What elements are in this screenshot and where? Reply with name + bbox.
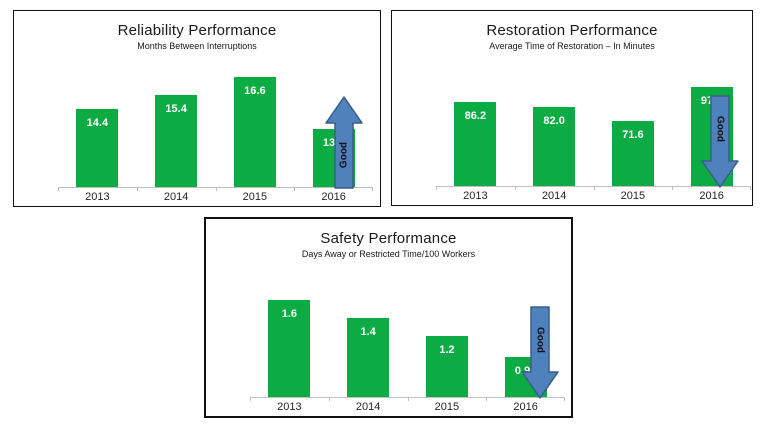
bar-2013: 86.2 xyxy=(454,102,497,186)
axis-tick xyxy=(436,186,437,190)
down-arrow-icon: Good xyxy=(701,95,739,188)
bar-2015: 16.6 xyxy=(233,77,276,187)
axis-tick xyxy=(593,186,595,190)
bar-value-label: 1.2 xyxy=(439,344,455,356)
bar-value-label: 16.6 xyxy=(244,85,266,97)
x-tick-label: 2015 xyxy=(242,191,268,203)
bar-2014: 15.4 xyxy=(155,95,198,187)
bar-value-label: 82.0 xyxy=(543,115,565,127)
bar-2014: 1.4 xyxy=(347,318,390,397)
bar-slot: 82.0 xyxy=(515,107,594,186)
axis-tick xyxy=(564,397,565,401)
x-tick-label: 2013 xyxy=(277,401,302,413)
good-arrow-label: Good xyxy=(339,142,350,168)
x-tick-label: 2014 xyxy=(163,191,189,203)
x-tick-label: 2014 xyxy=(355,401,381,413)
bar-slot: 1.6 xyxy=(250,300,329,397)
bar-value-label: 1.6 xyxy=(281,308,298,320)
x-tick-label: 2016 xyxy=(321,191,346,203)
axis-tick xyxy=(672,186,674,190)
x-tick-label: 2016 xyxy=(513,401,538,413)
chart-title: Safety Performance xyxy=(320,230,457,247)
chart-title: Restoration Performance xyxy=(486,22,658,39)
bar-2013: 1.6 xyxy=(268,300,311,397)
x-tick-label: 2013 xyxy=(463,190,488,202)
bar-2015: 71.6 xyxy=(611,121,654,186)
chart-subtitle: Days Away or Restricted Time/100 Workers xyxy=(301,249,476,259)
axis-tick xyxy=(250,397,251,401)
x-tick-label: 2016 xyxy=(699,190,724,202)
x-labels: 2013 2014 2015 2016 xyxy=(436,187,751,204)
good-arrow-label: Good xyxy=(715,116,726,142)
bar-slot: 1.2 xyxy=(408,336,487,397)
good-arrow-label: Good xyxy=(535,327,546,353)
axis-tick xyxy=(486,397,488,401)
bar-value-label: 86.2 xyxy=(464,110,487,122)
bar-2014: 82.0 xyxy=(533,107,576,186)
x-tick-label: 2014 xyxy=(541,190,567,202)
bar-slot: 86.2 xyxy=(436,102,515,186)
bar-slot: 14.4 xyxy=(58,109,137,187)
bar-slot: 15.4 xyxy=(137,95,216,187)
axis-tick xyxy=(407,397,409,401)
bar-2013: 14.4 xyxy=(76,109,119,187)
bar-slot: 1.4 xyxy=(329,318,408,397)
x-tick-label: 2015 xyxy=(434,401,460,413)
up-arrow-icon: Good xyxy=(325,96,363,189)
x-tick-label: 2015 xyxy=(620,190,646,202)
x-labels: 2013 2014 2015 2016 xyxy=(250,398,565,415)
axis-tick xyxy=(328,397,330,401)
good-arrow-down: Good xyxy=(521,306,559,399)
axis-tick xyxy=(58,187,59,191)
bars: 1.6 1.4 1.2 0.95 xyxy=(250,267,565,401)
good-arrow-down: Good xyxy=(701,95,739,188)
bar-slot: 71.6 xyxy=(594,121,673,186)
axis-tick xyxy=(372,187,373,191)
bar-value-label: 14.4 xyxy=(86,117,109,129)
axis-tick xyxy=(750,186,751,190)
bar-value-label: 15.4 xyxy=(165,103,187,115)
good-arrow-up: Good xyxy=(325,96,363,189)
reliability-chart-panel: Reliability Performance Months Between I… xyxy=(13,10,381,207)
x-labels: 2013 2014 2015 2016 xyxy=(58,188,373,205)
bar-slot: 16.6 xyxy=(216,77,295,187)
safety-chart-panel: Safety Performance Days Away or Restrict… xyxy=(204,217,573,418)
axis-tick xyxy=(215,187,217,191)
down-arrow-icon: Good xyxy=(521,306,559,399)
plot-area: 1.6 1.4 1.2 0.95 2013 2014 2015 2016 xyxy=(250,267,565,415)
axis-tick xyxy=(136,187,138,191)
axis-tick xyxy=(514,186,516,190)
bar-value-label: 71.6 xyxy=(622,129,644,141)
restoration-chart-panel: Restoration Performance Average Time of … xyxy=(391,10,753,206)
chart-title: Reliability Performance xyxy=(117,22,277,39)
x-tick-label: 2013 xyxy=(85,191,110,203)
bar-value-label: 1.4 xyxy=(360,326,376,338)
chart-subtitle: Average Time of Restoration – In Minutes xyxy=(489,41,655,51)
axis-tick xyxy=(294,187,296,191)
bar-2015: 1.2 xyxy=(425,336,468,397)
chart-subtitle: Months Between Interruptions xyxy=(137,41,257,51)
